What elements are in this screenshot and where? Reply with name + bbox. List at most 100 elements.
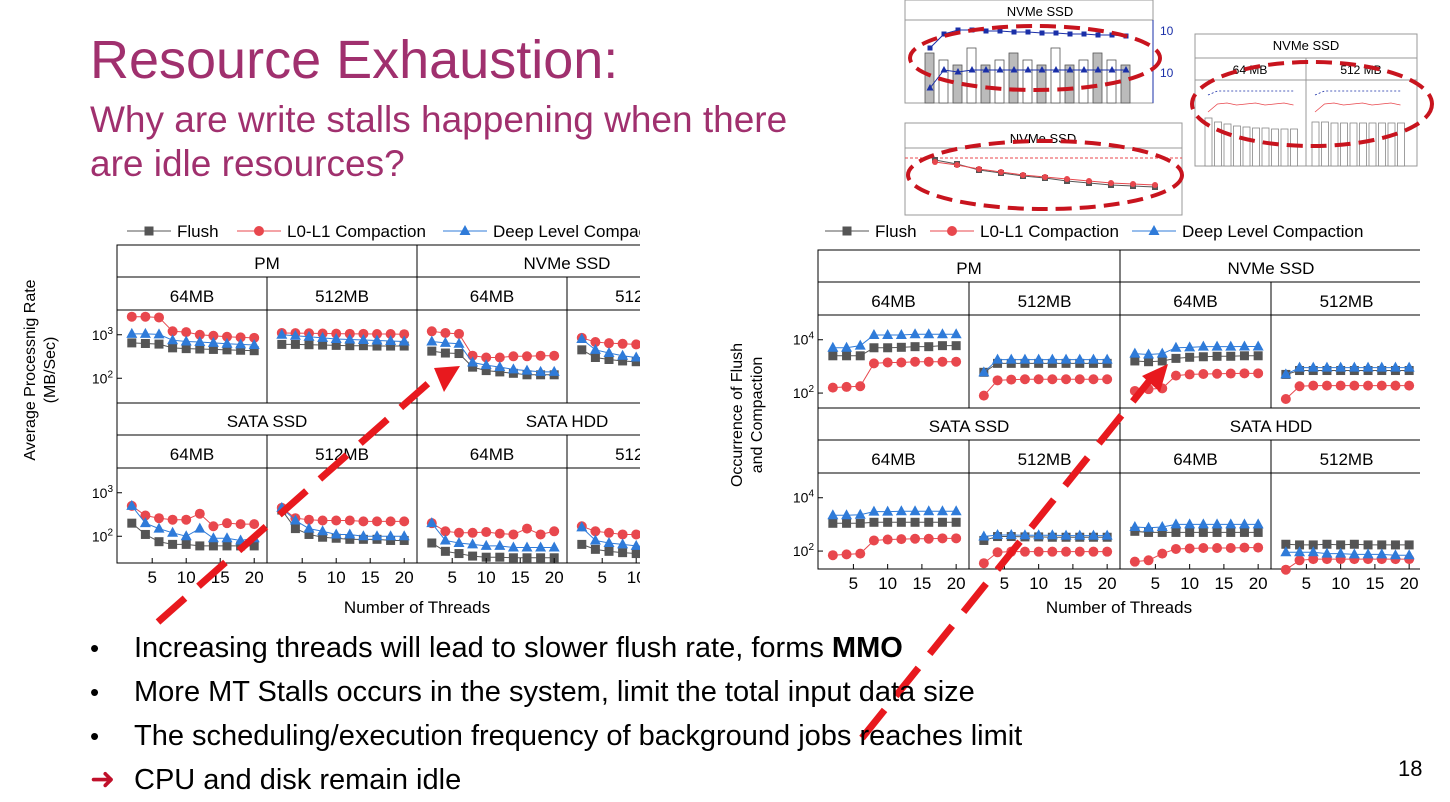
data-point — [521, 541, 533, 552]
data-point — [207, 336, 219, 347]
data-point — [208, 521, 219, 532]
device-label: SATA HDD — [526, 412, 609, 431]
inset-point — [1094, 66, 1102, 73]
series-line — [983, 362, 1108, 373]
legend-label: Flush — [875, 222, 917, 241]
data-point — [1253, 351, 1263, 361]
x-tick-label: 10 — [1180, 574, 1199, 593]
inset-b-title: NVMe SSD — [1273, 38, 1339, 53]
data-point — [427, 346, 437, 356]
data-point — [978, 366, 990, 377]
data-point — [868, 329, 880, 340]
panel-label: 64MB — [170, 287, 214, 306]
data-point — [951, 341, 961, 351]
data-point — [910, 517, 920, 527]
data-point — [481, 552, 491, 562]
y-tick-label: 104 — [793, 489, 815, 506]
bullet-text: CPU and disk remain idle — [134, 764, 462, 796]
legend-label: L0-L1 Compaction — [980, 222, 1119, 241]
data-point — [139, 517, 151, 528]
panel-header-box — [968, 281, 1121, 316]
series-line — [1134, 547, 1259, 563]
data-point — [1171, 527, 1181, 537]
inset-bar — [924, 52, 935, 104]
panel-label: 512MB — [1018, 450, 1072, 469]
bullet-text: Increasing threads will lead to slower f… — [134, 632, 903, 664]
inset-point — [1152, 182, 1158, 188]
data-point — [1335, 380, 1346, 391]
data-point — [1308, 554, 1319, 565]
data-point — [454, 527, 464, 538]
data-point — [1184, 369, 1195, 380]
x-tick-label: 20 — [1098, 574, 1117, 593]
inset-point — [954, 68, 962, 75]
data-point — [440, 327, 451, 338]
series-line — [431, 542, 555, 559]
series-line — [581, 527, 640, 547]
bullet-dot: • — [90, 677, 100, 707]
inset-bar — [1280, 128, 1289, 167]
data-point — [1280, 546, 1292, 557]
bullet-list: • Increasing threads will lead to slower… — [90, 626, 1022, 802]
data-point — [222, 541, 232, 551]
panel-header-box — [116, 276, 268, 311]
data-point — [1074, 374, 1085, 385]
data-point — [481, 352, 492, 363]
data-point — [1389, 361, 1401, 372]
data-point — [1335, 361, 1347, 372]
inset-point — [1086, 178, 1092, 184]
data-point — [855, 351, 865, 361]
data-point — [372, 516, 382, 527]
data-point — [467, 350, 478, 361]
panel-label: 64MB — [871, 450, 915, 469]
inset-a-tick-2: 10 — [1160, 66, 1174, 80]
data-point — [1294, 555, 1305, 566]
data-point — [951, 533, 962, 544]
data-point — [468, 551, 478, 561]
legend-marker — [254, 226, 264, 236]
data-point — [937, 517, 947, 527]
x-tick-label: 20 — [1249, 574, 1268, 593]
inset-point — [926, 84, 934, 91]
page-number: 18 — [1398, 756, 1423, 781]
inset-bar — [994, 59, 1005, 104]
series-line — [1285, 385, 1410, 400]
data-point — [1404, 540, 1414, 550]
data-point — [1295, 540, 1305, 550]
plot-area — [1119, 472, 1272, 570]
data-point — [1376, 548, 1388, 559]
data-point — [1294, 381, 1305, 392]
data-series — [828, 341, 961, 361]
data-point — [1404, 380, 1415, 391]
legend-label: Deep Level Compaction — [1182, 222, 1363, 241]
data-point — [617, 338, 628, 349]
data-point — [453, 337, 465, 348]
data-point — [494, 352, 505, 363]
series-line — [1285, 367, 1410, 375]
data-point — [222, 518, 232, 529]
data-point — [154, 339, 164, 349]
data-point — [869, 517, 879, 527]
y-tick-label: 103 — [92, 326, 114, 343]
data-point — [140, 510, 151, 521]
inset-bar — [980, 64, 991, 104]
panel-header-box — [817, 281, 970, 316]
inset-point — [1053, 30, 1059, 36]
data-point — [1046, 353, 1058, 364]
inset-point — [1122, 66, 1130, 73]
x-tick-label: 15 — [912, 574, 931, 593]
data-point — [331, 340, 341, 350]
x-tick-label: 10 — [627, 568, 640, 587]
device-label: SATA SSD — [929, 417, 1010, 436]
data-point — [1157, 527, 1167, 537]
inset-point — [954, 162, 960, 168]
inset-point — [940, 66, 948, 73]
data-point — [924, 342, 934, 352]
data-point — [208, 541, 218, 551]
plot-area — [566, 309, 640, 406]
inset-c-title: NVMe SSD — [1010, 131, 1076, 146]
series-line — [1285, 543, 1410, 546]
data-point — [896, 534, 907, 545]
data-point — [951, 517, 961, 527]
data-point — [1389, 549, 1401, 560]
